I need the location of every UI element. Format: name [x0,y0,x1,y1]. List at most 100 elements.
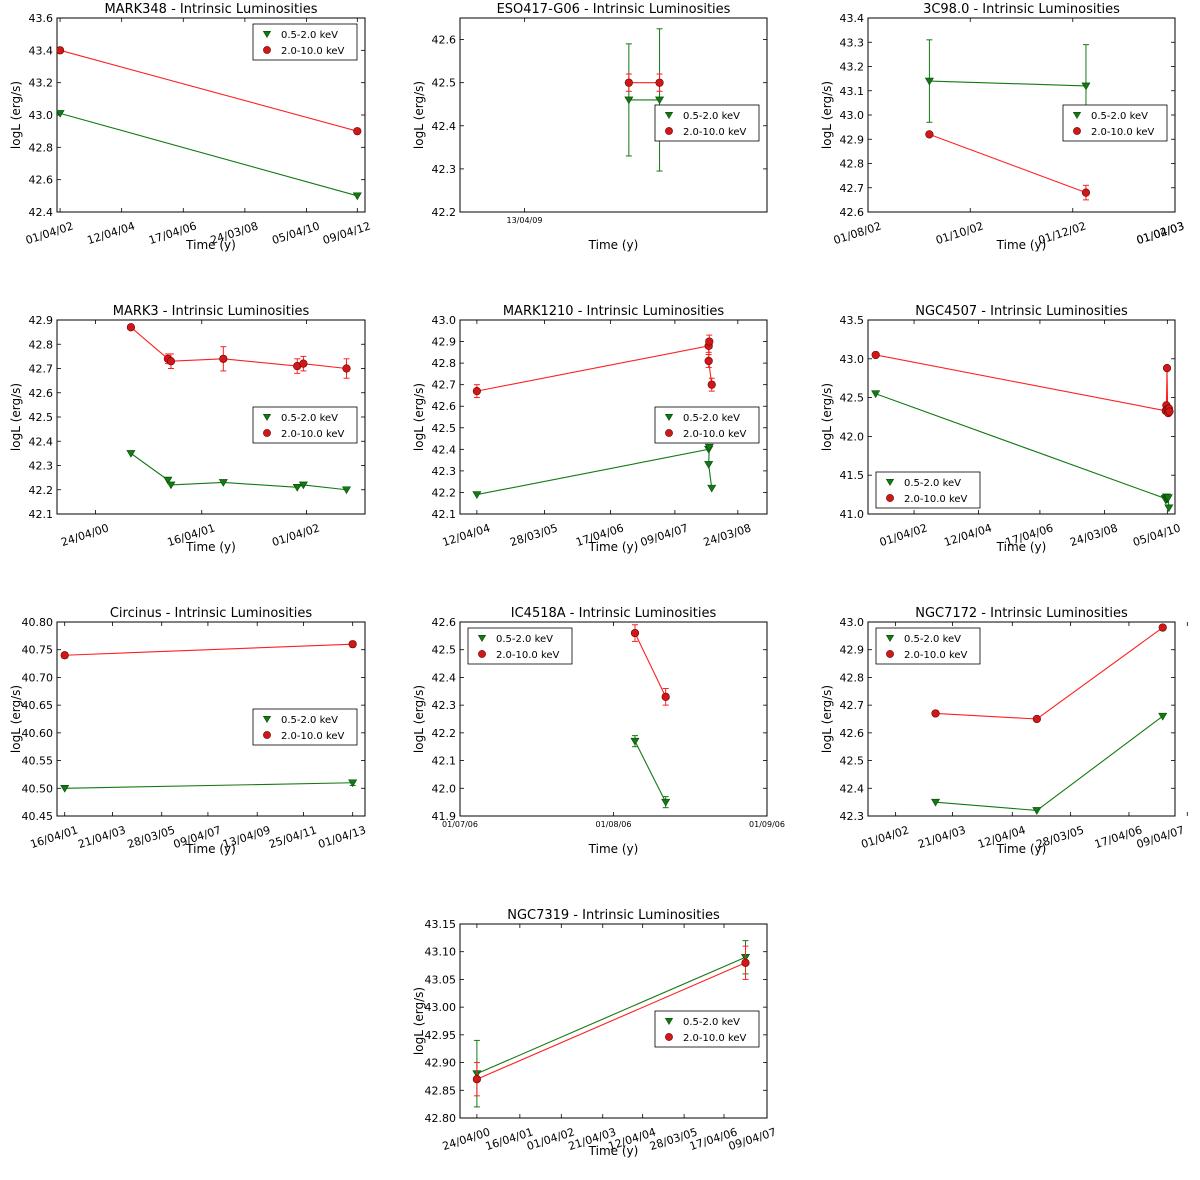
y-axis-label: logL (erg/s) [412,987,426,1055]
series-line-hard [929,133,1087,194]
plot-area [472,334,717,499]
plot-frame [56,621,366,817]
legend: 0.5-2.0 keV 2.0-10.0 keV [875,627,981,665]
x-tick-label: 05/04/10 [270,219,321,247]
data-point-soft [707,484,717,493]
data-point-hard [931,709,940,718]
y-tick-label: 42.80 [425,1112,457,1125]
chart-title: NGC4507 - Intrinsic Luminosities [915,304,1128,319]
x-tick-label: 01/09/06 [749,820,785,829]
chart-panel-3: 3C98.0 - Intrinsic Luminosities 42.6 42.7 4… [820,2,1186,252]
legend-box [654,104,760,142]
series-line-hard [59,49,358,132]
chart-title: NGC7172 - Intrinsic Luminosities [915,606,1128,621]
chart-panel-7: Circinus - Intrinsic Luminosities 40.45 40… [9,606,368,856]
data-point-hard [299,359,308,368]
legend-box [252,406,358,444]
legend-label-soft: 0.5-2.0 keV [904,478,961,489]
plot-frame [459,17,768,213]
y-tick-label: 42.2 [432,206,457,219]
series-line-soft [476,447,713,496]
legend-label-hard: 2.0-10.0 keV [1091,127,1155,138]
y-tick-label: 42.5 [432,77,457,90]
legend-marker-hard [665,429,673,437]
x-tick-label: 01/08/02 [832,219,883,247]
y-tick-label: 41.9 [432,810,457,823]
y-tick-label: 42.8 [840,158,865,171]
data-point-hard [871,350,880,360]
data-point-hard [661,692,670,701]
legend-marker-hard [263,46,271,54]
y-tick-label: 43.00 [425,1001,457,1014]
legend-marker-soft [262,413,272,422]
y-tick-label: 42.9 [840,644,865,657]
data-point-hard [1165,407,1174,416]
y-tick-label: 43.4 [840,12,865,25]
data-point-soft [352,192,362,201]
data-point-hard [704,356,713,366]
legend-label-soft: 0.5-2.0 keV [281,413,338,424]
y-tick-label: 42.4 [29,206,54,219]
plot-area [60,640,358,793]
legend-marker-hard [886,494,894,502]
series-line-soft [64,782,353,789]
legend-box [252,23,358,61]
data-point-hard [472,387,481,396]
data-point-hard [353,127,362,136]
legend-marker-soft [477,634,487,643]
data-point-soft [60,784,70,793]
y-axis-label: logL (erg/s) [820,81,834,149]
y-tick-label: 42.7 [840,699,865,712]
plot-area [871,350,1174,513]
plot-area [931,623,1168,815]
x-tick-label: 12/04/04 [441,521,492,549]
y-tick-label: 42.3 [432,699,457,712]
x-tick-label: 21/04/03 [916,823,967,851]
y-tick-label: 42.8 [29,338,54,351]
y-tick-label: 40.75 [22,644,54,657]
y-tick-label: 42.4 [432,443,457,456]
legend: 0.5-2.0 keV 2.0-10.0 keV [252,406,358,444]
data-point-hard [219,354,228,363]
x-tick-label: 28/03/05 [126,823,177,851]
chart-panel-2: ESO417-G06 - Intrinsic Luminosities 42.2 4… [412,2,768,252]
chart-panel-8: IC4518A - Intrinsic Luminosities 41.9 42.0… [412,606,785,856]
y-tick-label: 42.0 [840,430,865,443]
x-tick-label: 01/07/06 [442,820,478,829]
y-tick-label: 42.90 [425,1057,457,1070]
chart-panel-10: NGC7319 - Intrinsic Luminosities 42.80 42.… [412,908,778,1158]
y-tick-label: 42.5 [840,755,865,768]
y-tick-label: 42.1 [432,755,457,768]
x-tick-label: 16/04/01 [29,823,80,851]
data-point-hard [348,640,357,649]
x-tick-label: 01/04/02 [24,219,75,247]
data-point-hard [472,1075,481,1084]
data-point-hard [57,46,65,55]
data-point-soft [1163,494,1173,503]
y-tick-label: 42.5 [432,422,457,435]
data-point-hard [630,628,640,638]
data-point-soft [871,390,881,399]
data-point-hard [1162,364,1172,373]
data-point-hard [707,380,716,389]
y-tick-label: 42.7 [432,379,457,392]
y-tick-label: 42.8 [840,671,865,684]
y-tick-label: 41.5 [840,469,865,482]
x-tick-label: 24/03/08 [702,521,753,549]
y-axis-label: logL (erg/s) [412,383,426,451]
data-point-hard [705,337,714,346]
legend-label-soft: 0.5-2.0 keV [683,413,740,424]
legend-label-soft: 0.5-2.0 keV [281,30,338,41]
x-tick-label: 24/04/00 [441,1125,492,1153]
plot-area [126,323,352,495]
legend-box [467,627,573,665]
y-tick-label: 42.6 [840,727,865,740]
legend-marker-soft [262,30,272,39]
legend-marker-hard [478,650,486,658]
y-tick-label: 43.0 [432,314,457,327]
legend-box [654,1010,760,1048]
legend-marker-hard [886,650,894,658]
chart-title: MARK1210 - Intrinsic Luminosities [503,304,725,319]
y-tick-label: 40.45 [22,810,54,823]
y-tick-label: 43.0 [840,616,865,629]
